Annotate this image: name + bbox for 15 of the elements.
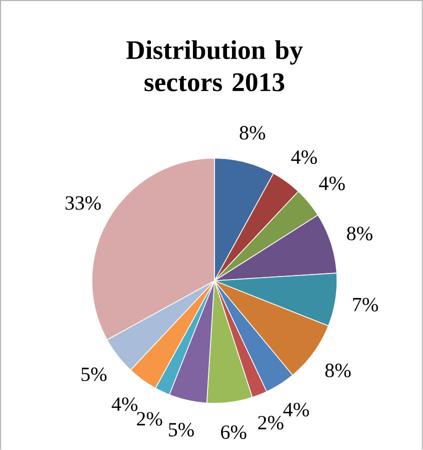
data-label: 4% <box>283 402 310 416</box>
data-label: 4% <box>112 397 138 412</box>
chart-title: Distribution by sectors 2013 <box>126 40 303 92</box>
data-label: 5% <box>82 368 107 382</box>
data-label: 2% <box>137 412 162 426</box>
data-label: 8% <box>240 126 266 140</box>
data-label: 8% <box>325 364 351 378</box>
data-label: 7% <box>353 298 378 312</box>
data-label: 2% <box>258 416 284 430</box>
data-label: 4% <box>291 150 317 164</box>
data-label: 5% <box>168 422 194 437</box>
data-label: 8% <box>347 226 372 240</box>
data-label: 33% <box>66 196 101 210</box>
data-label: 4% <box>319 176 345 190</box>
data-label: 6% <box>221 425 246 440</box>
